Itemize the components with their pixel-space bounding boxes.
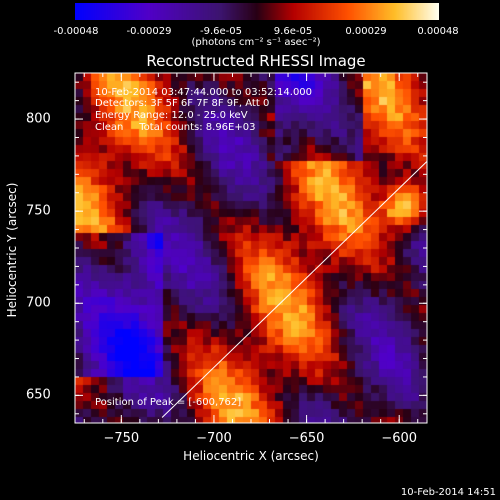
y-axis-label-wrap: Heliocentric Y (arcsec): [2, 160, 22, 340]
y-tick-label: 700: [26, 295, 51, 311]
colorbar-tick: 0.00029: [345, 26, 387, 37]
y-tick-label: 750: [26, 203, 51, 219]
x-tick-label: −600: [381, 431, 418, 446]
y-axis-label: Heliocentric Y (arcsec): [5, 182, 19, 318]
colorbar-unit: (photons cm⁻² s⁻¹ asec⁻²): [191, 37, 321, 48]
x-tick-label: −700: [196, 431, 232, 446]
info-detectors: Detectors: 3F 5F 6F 7F 8F 9F, Att 0: [95, 98, 270, 109]
y-tick-label: 800: [26, 111, 51, 127]
x-axis-label: Heliocentric X (arcsec): [183, 449, 319, 463]
x-tick-label: −750: [103, 431, 140, 446]
x-tick-label: −650: [288, 431, 325, 446]
info-time-range: 10-Feb-2014 03:47:44.000 to 03:52:14.000: [95, 87, 313, 98]
info-energy: Energy Range: 12.0 - 25.0 keV: [95, 110, 248, 121]
limb-line: [161, 161, 428, 418]
colorbar-tick: -0.00048: [53, 26, 99, 37]
y-tick-label: 650: [26, 387, 51, 403]
peak-position-label: Position of Peak = [-600,762]: [95, 397, 242, 408]
colorbar-tick: -9.6e-05: [200, 26, 242, 37]
axis-ticks: [75, 73, 427, 423]
colorbar-tick: -0.00029: [126, 26, 172, 37]
chart-title: Reconstructed RHESSI Image: [146, 52, 366, 70]
colorbar: [75, 3, 439, 20]
heatmap-image: [75, 73, 427, 423]
colorbar-tick: 9.6e-05: [273, 26, 313, 37]
plot-timestamp: 10-Feb-2014 14:51: [400, 487, 496, 498]
info-counts: Clean Total counts: 8.96E+03: [95, 122, 256, 133]
colorbar-tick: 0.00048: [417, 26, 459, 37]
